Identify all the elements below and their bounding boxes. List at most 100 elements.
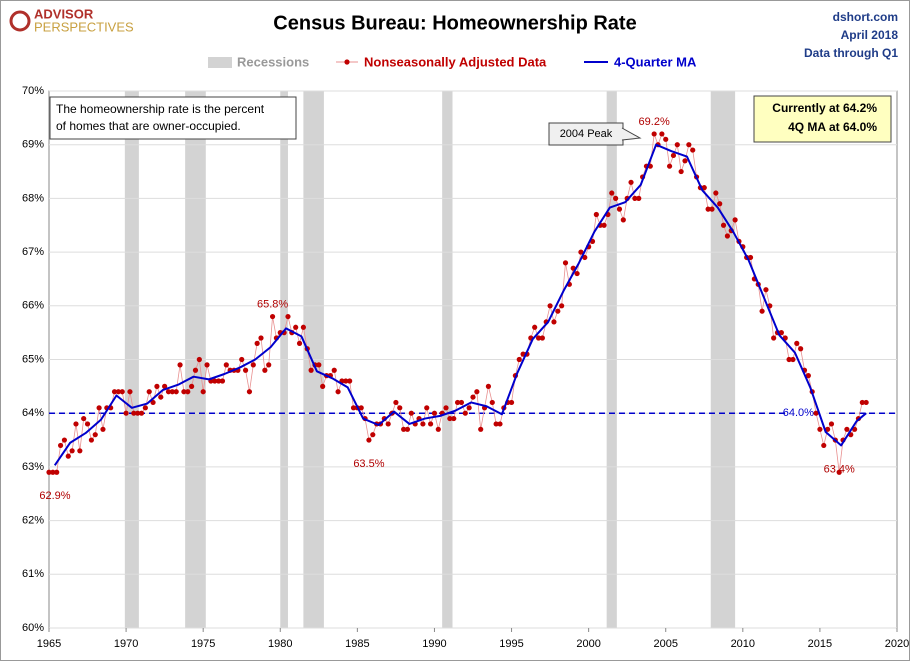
nsa-point [196, 356, 202, 363]
nsa-point [135, 410, 141, 416]
nsa-point [200, 389, 206, 395]
nsa-point [578, 249, 584, 255]
nsa-point [420, 421, 426, 427]
nsa-point [173, 389, 179, 395]
nsa-point [204, 362, 210, 368]
legend-label: Nonseasonally Adjusted Data [364, 54, 547, 69]
x-tick-label: 1965 [37, 638, 61, 650]
callout-text: 2004 Peak [560, 128, 613, 140]
nsa-point [701, 185, 707, 191]
nsa-point [401, 426, 407, 432]
nsa-point [100, 426, 106, 432]
x-tick-label: 1995 [499, 638, 523, 650]
nsa-point [686, 142, 692, 148]
current-text: Currently at 64.2% [772, 101, 877, 115]
nsa-point [616, 206, 623, 212]
point-label: 63.4% [824, 463, 855, 475]
nsa-point [651, 131, 657, 137]
nsa-point [131, 410, 137, 416]
nsa-point [92, 432, 98, 438]
nsa-point [150, 399, 156, 406]
nsa-point [81, 415, 87, 422]
nsa-point [146, 389, 152, 395]
nsa-point [162, 383, 168, 389]
nsa-point [165, 389, 172, 395]
point-label: 63.5% [353, 458, 384, 470]
nsa-point [559, 303, 565, 309]
nsa-point [613, 195, 619, 201]
nsa-point [720, 222, 727, 228]
nsa-point [397, 405, 403, 411]
nsa-point [825, 426, 831, 432]
nsa-point [350, 405, 357, 411]
x-tick-label: 1975 [191, 638, 215, 650]
nsa-point [385, 421, 391, 427]
note-text: of homes that are owner-occupied. [56, 119, 241, 133]
nsa-point [285, 313, 291, 320]
nsa-point [582, 254, 588, 261]
nsa-point [431, 410, 438, 416]
nsa-point [690, 147, 696, 153]
y-tick-label: 67% [22, 246, 44, 258]
x-tick-label: 2015 [808, 638, 832, 650]
nsa-point [84, 421, 91, 427]
nsa-point [242, 367, 249, 373]
nsa-point [428, 421, 434, 427]
nsa-point [358, 405, 364, 411]
nsa-point [805, 373, 811, 379]
nsa-point [609, 190, 615, 196]
nsa-point [454, 399, 461, 406]
nsa-point [778, 330, 784, 336]
nsa-point [216, 378, 222, 384]
nsa-point [817, 426, 823, 432]
x-tick-label: 2005 [653, 638, 677, 650]
nsa-point [786, 356, 792, 363]
y-tick-label: 65% [22, 353, 44, 365]
nsa-point [601, 222, 607, 228]
y-tick-label: 66% [22, 300, 44, 312]
nsa-point [266, 362, 272, 368]
nsa-point [250, 362, 256, 368]
nsa-point [142, 405, 148, 411]
nsa-point [593, 211, 599, 218]
y-tick-label: 62% [22, 515, 44, 527]
nsa-point [343, 378, 349, 384]
nsa-point [77, 448, 83, 454]
source: Data through Q1 [804, 46, 898, 60]
x-tick-label: 2000 [576, 638, 600, 650]
nsa-point [181, 389, 187, 395]
nsa-point [547, 303, 553, 309]
nsa-point [393, 399, 399, 406]
point-label: 69.2% [639, 116, 670, 128]
nsa-point [497, 421, 503, 427]
nsa-point [246, 389, 253, 395]
nsa-point [709, 206, 715, 212]
nsa-point [347, 378, 353, 384]
nsa-point [189, 383, 195, 389]
nsa-point [219, 378, 226, 384]
nsa-point [763, 287, 769, 293]
nsa-point [813, 410, 819, 416]
nsa-point [447, 415, 453, 422]
note-box [49, 96, 297, 140]
current-box [753, 95, 892, 143]
nsa-point [262, 367, 268, 373]
brand-top: ADVISOR [34, 6, 94, 21]
nsa-point [300, 324, 306, 330]
nsa-point [177, 362, 183, 368]
nsa-point [269, 313, 276, 320]
nsa-point [790, 356, 796, 363]
nsa-point [366, 437, 372, 443]
nsa-point [451, 415, 457, 422]
nsa-point [57, 442, 64, 449]
point-label: 65.8% [257, 298, 288, 310]
x-tick-label: 1990 [422, 638, 446, 650]
nsa-point [73, 421, 79, 427]
logo [9, 10, 31, 32]
nsa-point [154, 383, 160, 389]
note-text: The homeownership rate is the percent [56, 102, 265, 116]
nsa-point [115, 389, 121, 395]
nsa-point [863, 399, 869, 406]
nsa-point [404, 426, 411, 432]
